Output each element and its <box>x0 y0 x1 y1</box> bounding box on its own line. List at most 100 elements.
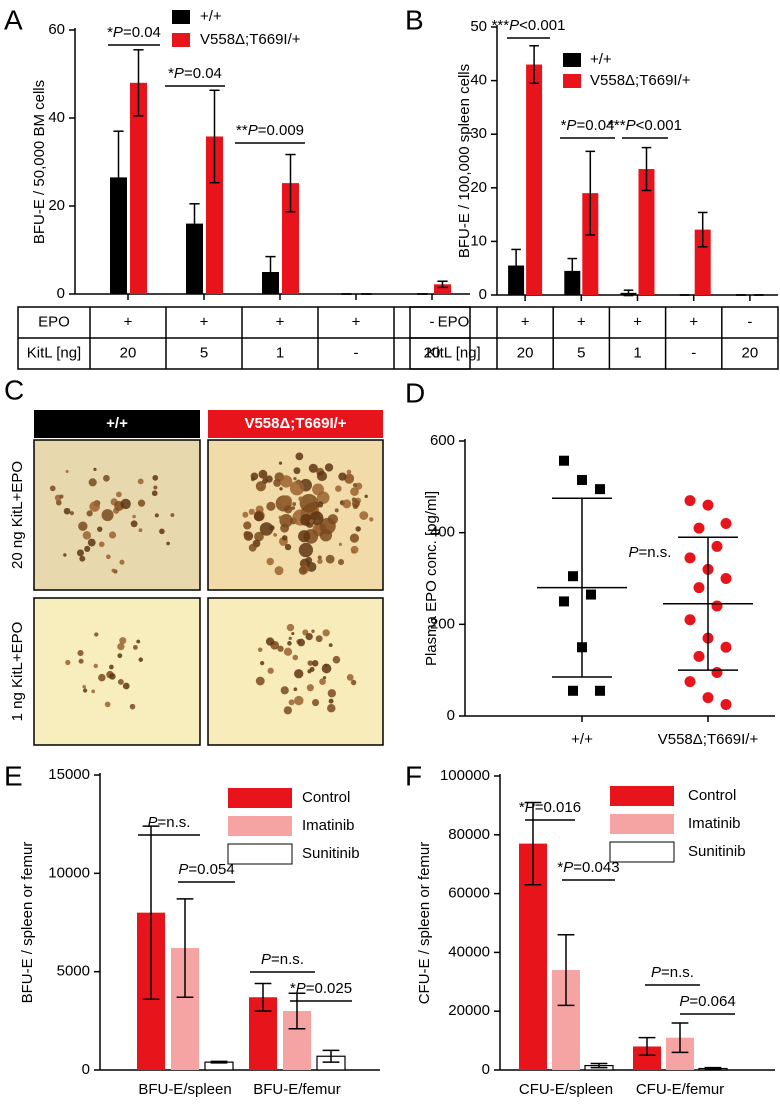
significance-label: **P=0.009 <box>236 122 304 139</box>
y-tick-label: 20 <box>48 197 65 214</box>
colony <box>352 482 358 488</box>
table-cell: + <box>124 313 133 330</box>
colony <box>305 632 313 641</box>
colony <box>283 706 293 715</box>
colony <box>305 556 313 564</box>
colony <box>132 514 136 519</box>
error-bar <box>529 45 539 85</box>
colony <box>119 559 125 565</box>
table-cell: EPO <box>438 313 470 330</box>
table-cell: + <box>200 313 209 330</box>
colony <box>250 472 259 481</box>
y-tick-label: 0 <box>57 285 65 302</box>
significance-label: ***P<0.001 <box>608 117 682 134</box>
colony <box>65 469 69 474</box>
legend-label: Control <box>302 789 350 806</box>
y-tick-label: 40 <box>470 72 487 89</box>
error-bar <box>113 130 124 225</box>
bar <box>526 64 543 296</box>
colony <box>293 687 298 692</box>
bar <box>694 229 711 295</box>
colony <box>243 521 252 530</box>
colony <box>311 660 319 667</box>
colony <box>82 531 92 540</box>
significance-label: *P=0.043 <box>557 859 619 876</box>
colony <box>108 531 117 539</box>
legend-swatch <box>610 786 674 806</box>
panel-letter: E <box>4 760 23 791</box>
table-cell: 1 <box>633 344 641 361</box>
colony <box>248 543 257 552</box>
colony <box>101 509 114 522</box>
colony <box>257 647 263 652</box>
colony <box>355 526 361 532</box>
data-point <box>720 518 732 529</box>
data-point <box>720 573 732 584</box>
table-cell: KitL [ng] <box>426 344 480 361</box>
data-point <box>684 614 696 626</box>
error-bar <box>704 1066 722 1071</box>
colony <box>77 649 84 657</box>
y-axis-label: BFU-E / 100,000 spleen cells <box>456 64 473 258</box>
colony <box>138 528 143 533</box>
data-point <box>720 699 732 711</box>
colony <box>91 689 96 694</box>
micrograph <box>33 597 201 746</box>
data-point <box>568 571 578 582</box>
bar <box>110 177 127 294</box>
bar <box>638 169 655 295</box>
colony <box>106 554 111 560</box>
colony <box>82 688 88 693</box>
y-tick-label: 0 <box>82 1061 90 1078</box>
error-bar <box>210 1060 228 1064</box>
colony <box>278 515 283 520</box>
y-axis-label: BFU-E / spleen or femur <box>19 842 36 1004</box>
y-tick-label: 40000 <box>448 943 490 960</box>
colony <box>49 485 56 492</box>
colony <box>312 483 324 496</box>
colony <box>248 508 255 515</box>
colony <box>316 501 324 508</box>
data-point <box>577 474 587 485</box>
colony <box>265 475 273 483</box>
table-cell: 20 <box>120 344 137 361</box>
significance-label: P=n.s. <box>261 951 304 968</box>
table-cell: 20 <box>742 344 759 361</box>
data-point <box>711 600 723 612</box>
data-point <box>684 552 696 564</box>
colony <box>132 644 138 650</box>
colony <box>86 510 93 517</box>
colony <box>338 472 347 481</box>
y-tick-label: 60 <box>48 21 65 38</box>
colony <box>122 682 130 690</box>
table-cell: - <box>691 344 696 361</box>
y-tick-label: 20 <box>470 179 487 196</box>
colony <box>350 545 359 554</box>
error-bar <box>437 280 448 289</box>
legend-label: +/+ <box>590 51 612 68</box>
colony <box>279 487 283 491</box>
colony <box>82 684 86 689</box>
y-tick-label: 0 <box>479 286 487 303</box>
data-point <box>693 650 705 662</box>
error-bar <box>567 257 578 284</box>
y-tick-label: 10000 <box>48 864 90 881</box>
colony <box>153 485 158 490</box>
y-axis-label: CFU-E / spleen or femur <box>416 842 433 1005</box>
colony <box>109 673 116 680</box>
colony <box>309 666 315 672</box>
y-tick-label: 0 <box>482 1061 490 1078</box>
colony <box>322 629 330 637</box>
colony <box>120 498 131 510</box>
table-cell: 1 <box>276 344 284 361</box>
error-bar <box>590 1062 608 1069</box>
table-cell: + <box>352 313 361 330</box>
colony <box>117 679 124 685</box>
column-header-label: V558Δ;T669I/+ <box>244 415 346 432</box>
colony <box>279 475 293 488</box>
y-tick-label: 200 <box>430 615 455 632</box>
table-cell: + <box>276 313 285 330</box>
legend-label: Sunitinib <box>688 843 746 860</box>
colony <box>266 501 276 511</box>
